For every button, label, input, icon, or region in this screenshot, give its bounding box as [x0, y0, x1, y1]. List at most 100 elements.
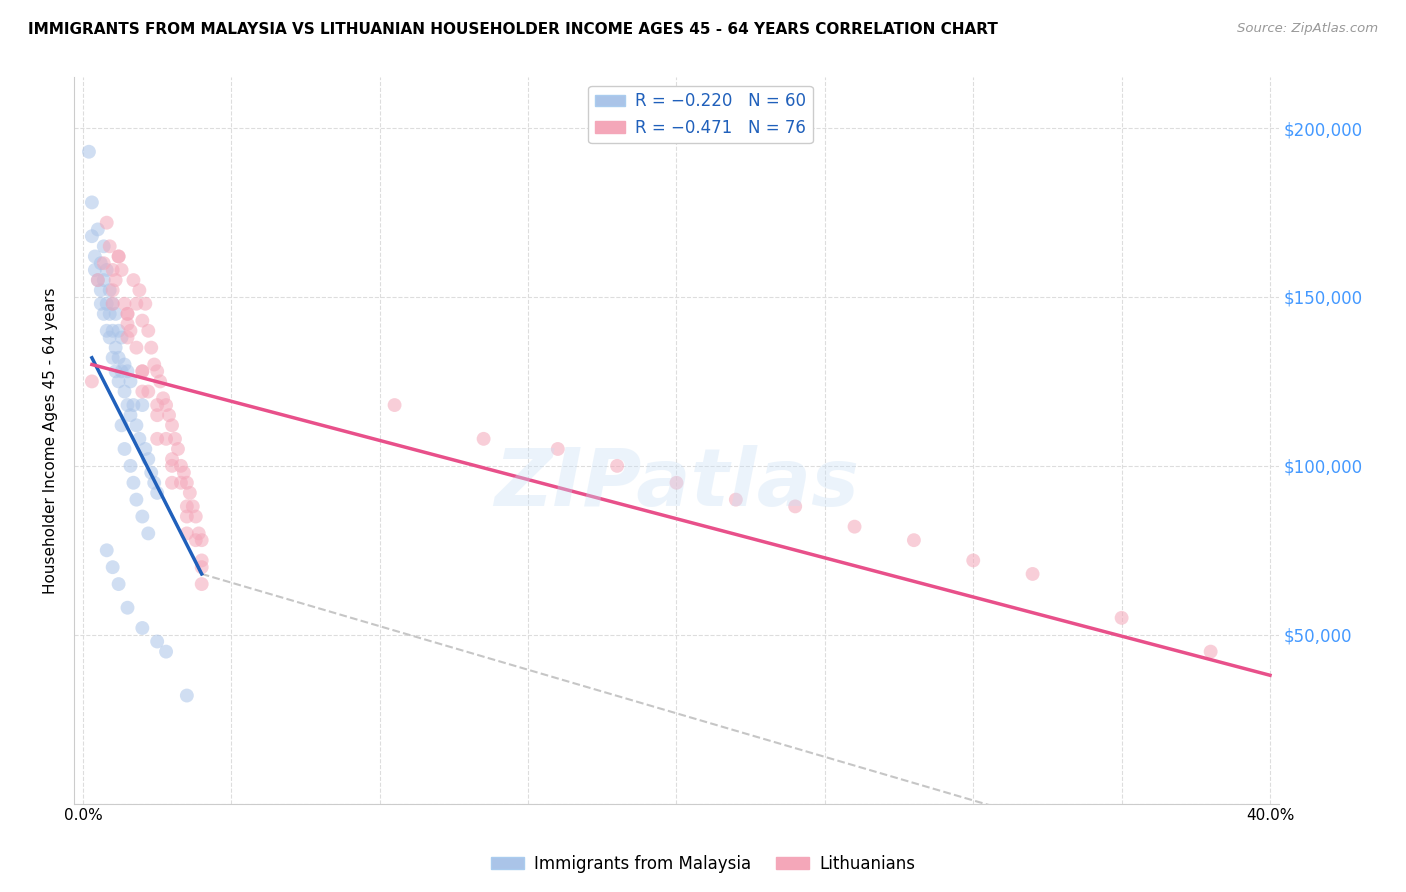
Point — [1199, 645, 1222, 659]
Point — [136, 526, 159, 541]
Point — [107, 250, 129, 264]
Point — [101, 297, 124, 311]
Point — [176, 509, 198, 524]
Point — [131, 509, 153, 524]
Point — [117, 600, 139, 615]
Point — [149, 375, 172, 389]
Point — [77, 145, 100, 159]
Point — [87, 273, 110, 287]
Point — [96, 543, 118, 558]
Point — [110, 330, 132, 344]
Point — [190, 533, 212, 548]
Legend: R = −0.220   N = 60, R = −0.471   N = 76: R = −0.220 N = 60, R = −0.471 N = 76 — [589, 86, 813, 144]
Point — [160, 452, 183, 467]
Point — [136, 384, 159, 399]
Point — [125, 418, 148, 433]
Point — [98, 330, 121, 344]
Point — [146, 408, 169, 422]
Point — [101, 297, 124, 311]
Point — [101, 283, 124, 297]
Point — [128, 283, 150, 297]
Point — [146, 634, 169, 648]
Text: ZIPatlas: ZIPatlas — [494, 445, 859, 523]
Point — [107, 375, 129, 389]
Point — [104, 307, 127, 321]
Point — [1111, 611, 1133, 625]
Point — [1021, 566, 1043, 581]
Point — [104, 364, 127, 378]
Point — [844, 519, 866, 533]
Point — [785, 500, 807, 514]
Point — [131, 398, 153, 412]
Point — [155, 432, 177, 446]
Point — [190, 560, 212, 574]
Point — [80, 229, 103, 244]
Point — [93, 273, 115, 287]
Point — [176, 500, 198, 514]
Point — [120, 375, 142, 389]
Point — [104, 341, 127, 355]
Point — [117, 398, 139, 412]
Point — [93, 307, 115, 321]
Point — [120, 324, 142, 338]
Point — [117, 330, 139, 344]
Point — [80, 195, 103, 210]
Point — [93, 256, 115, 270]
Point — [114, 442, 136, 456]
Point — [134, 442, 156, 456]
Point — [187, 526, 209, 541]
Point — [606, 458, 628, 473]
Point — [141, 466, 163, 480]
Point — [93, 239, 115, 253]
Point — [903, 533, 925, 548]
Point — [136, 324, 159, 338]
Point — [90, 297, 112, 311]
Point — [122, 273, 145, 287]
Point — [101, 351, 124, 365]
Point — [384, 398, 406, 412]
Point — [143, 358, 166, 372]
Point — [122, 475, 145, 490]
Point — [101, 324, 124, 338]
Point — [176, 689, 198, 703]
Point — [665, 475, 688, 490]
Point — [134, 297, 156, 311]
Point — [120, 408, 142, 422]
Y-axis label: Householder Income Ages 45 - 64 years: Householder Income Ages 45 - 64 years — [44, 287, 58, 594]
Point — [173, 466, 195, 480]
Point — [110, 263, 132, 277]
Point — [146, 486, 169, 500]
Point — [125, 492, 148, 507]
Point — [114, 297, 136, 311]
Point — [122, 398, 145, 412]
Point — [160, 475, 183, 490]
Point — [170, 475, 193, 490]
Legend: Immigrants from Malaysia, Lithuanians: Immigrants from Malaysia, Lithuanians — [484, 848, 922, 880]
Point — [131, 384, 153, 399]
Point — [114, 358, 136, 372]
Point — [141, 341, 163, 355]
Point — [179, 486, 201, 500]
Text: IMMIGRANTS FROM MALAYSIA VS LITHUANIAN HOUSEHOLDER INCOME AGES 45 - 64 YEARS COR: IMMIGRANTS FROM MALAYSIA VS LITHUANIAN H… — [28, 22, 998, 37]
Point — [136, 452, 159, 467]
Point — [110, 364, 132, 378]
Point — [87, 273, 110, 287]
Point — [83, 250, 105, 264]
Point — [107, 351, 129, 365]
Point — [155, 398, 177, 412]
Point — [114, 384, 136, 399]
Point — [146, 364, 169, 378]
Point — [125, 341, 148, 355]
Point — [146, 398, 169, 412]
Point — [98, 239, 121, 253]
Point — [181, 500, 204, 514]
Point — [80, 375, 103, 389]
Point — [143, 475, 166, 490]
Point — [87, 222, 110, 236]
Point — [110, 418, 132, 433]
Point — [117, 317, 139, 331]
Text: Source: ZipAtlas.com: Source: ZipAtlas.com — [1237, 22, 1378, 36]
Point — [107, 250, 129, 264]
Point — [107, 577, 129, 591]
Point — [117, 307, 139, 321]
